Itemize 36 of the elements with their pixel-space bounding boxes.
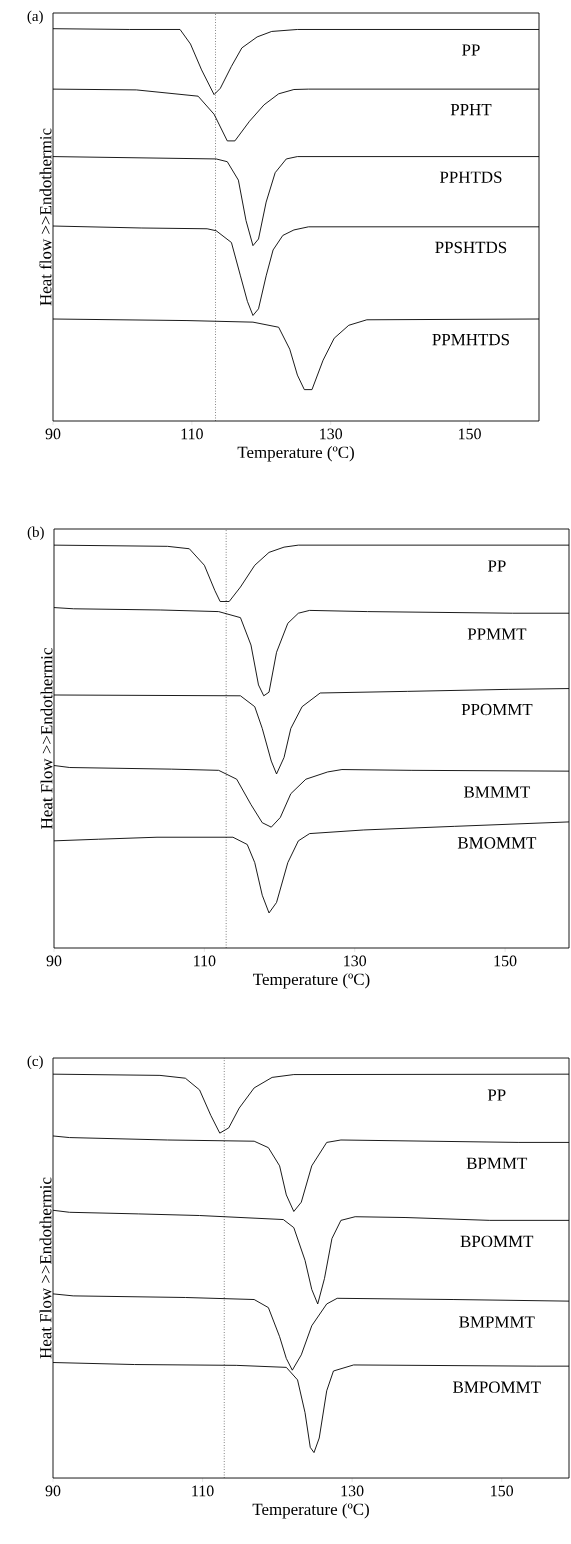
series-label: PP	[487, 1089, 506, 1101]
x-tick-label: 130	[320, 428, 343, 440]
x-tick-label: 130	[344, 955, 367, 967]
series-label: PPHTDS	[439, 171, 502, 183]
x-tick-label: 90	[46, 955, 62, 967]
chart-title: (c)	[27, 1055, 43, 1070]
x-tick-label: 90	[45, 428, 61, 440]
y-axis-title: Heat Flow >>Endothermic	[39, 1177, 52, 1359]
x-tick-label: 130	[341, 1485, 364, 1497]
series-label: BPOMMT	[460, 1235, 534, 1248]
x-tick-label: 150	[494, 955, 517, 967]
series-label: PPSHTDS	[435, 241, 507, 254]
x-axis-title: Temperature (ºC)	[252, 1503, 369, 1519]
series-label: PPMHTDS	[432, 333, 509, 346]
series-label: BMPOMMT	[453, 1381, 541, 1393]
series-label: BMMMT	[463, 786, 531, 798]
x-tick-label: 110	[192, 1485, 214, 1497]
y-axis-title: Heat flow >>Endothermic	[39, 128, 52, 306]
series-label: PP	[462, 44, 480, 56]
series-label: PP	[487, 560, 506, 572]
x-tick-label: 110	[181, 428, 203, 440]
y-axis-title: Heat Flow >>Endothermic	[40, 648, 53, 829]
x-axis-title: Temperature (ºC)	[253, 973, 370, 989]
x-tick-label: 150	[491, 1485, 514, 1497]
series-label: PPOMMT	[461, 703, 533, 716]
chart-title: (b)	[27, 526, 44, 541]
series-label: BMOMMT	[457, 837, 537, 849]
x-tick-label: 90	[45, 1485, 61, 1497]
chart-title: (a)	[27, 10, 43, 25]
x-axis-title: Temperature (ºC)	[237, 446, 354, 462]
x-tick-label: 150	[459, 428, 481, 440]
series-label: PPHT	[450, 104, 492, 116]
series-label: PPMMT	[467, 628, 527, 640]
x-tick-label: 110	[194, 955, 216, 967]
series-label: BMPMMT	[459, 1316, 535, 1328]
series-label: BPMMT	[466, 1157, 528, 1169]
